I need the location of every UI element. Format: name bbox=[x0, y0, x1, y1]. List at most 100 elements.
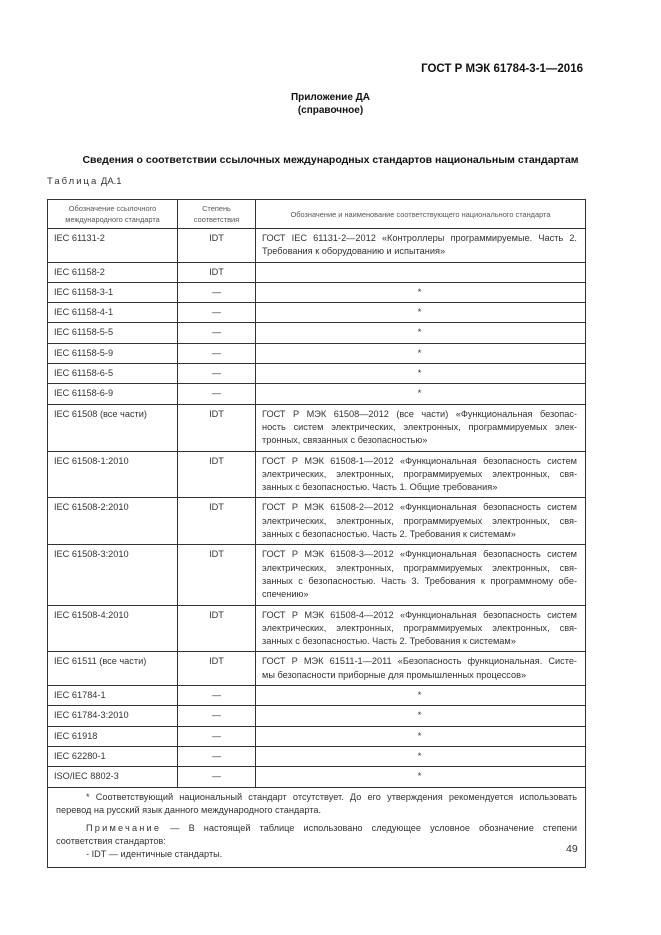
national-standard-line: занных с безопасностью. Часть 1. Общие т… bbox=[262, 482, 498, 493]
national-standard-cell: * bbox=[255, 725, 586, 747]
header-line: Обозначение и наименование соответствующ… bbox=[290, 209, 551, 219]
national-standard-cell bbox=[255, 261, 586, 283]
degree-cell: IDT bbox=[177, 403, 256, 452]
table-body: IEC 61131-2 IDT ГОСТ IEC 61131-2—2012 «Кон… bbox=[47, 228, 586, 788]
national-standard-cell: ГОСТ Р МЭК 61508-3—2012 «Функциональная … bbox=[255, 544, 586, 606]
absent-marker: * bbox=[417, 347, 422, 358]
national-standard-cell: ГОСТ IEC 61131-2—2012 «Контроллеры прогр… bbox=[255, 228, 586, 263]
table-row: IEC 61511 (все части) IDT ГОСТ Р МЭК 61511… bbox=[47, 651, 586, 687]
national-standard-cell: * bbox=[255, 745, 586, 768]
reference-cell: IEC 61508 (все части) bbox=[47, 403, 178, 452]
reference-cell: IEC 61158-6-9 bbox=[47, 383, 178, 405]
reference-cell: IEC 61784-1 bbox=[47, 685, 178, 707]
reference-cell: IEC 61508-4:2010 bbox=[47, 604, 178, 653]
header-line: соответствия bbox=[193, 215, 240, 224]
degree-cell: — bbox=[177, 342, 256, 365]
table-row: IEC 61158-2 IDT bbox=[47, 261, 586, 283]
degree-cell: — bbox=[177, 705, 256, 727]
table-row: IEC 61158-6-9— * bbox=[47, 383, 586, 405]
document-code: ГОСТ Р МЭК 61784-3-1—2016 bbox=[421, 63, 583, 75]
table-row: IEC 61508 (все части) IDT ГОСТ Р МЭК 61508… bbox=[47, 403, 586, 452]
national-standard-cell: * bbox=[255, 281, 586, 304]
table-row: IEC 61784-3:2010— * bbox=[47, 705, 586, 727]
reference-cell: IEC 61511 (все части) bbox=[47, 651, 178, 687]
table-row: IEC 62280-1— * bbox=[47, 745, 586, 768]
footnote: * Соответствующий национальный стандарт … bbox=[56, 791, 577, 815]
degree-cell: — bbox=[177, 302, 256, 324]
national-standard-cell: ГОСТ Р МЭК 61511-1—2011 «Безопасность фу… bbox=[255, 651, 586, 687]
absent-marker: * bbox=[417, 307, 422, 318]
table-label: Таблица ДА.1 bbox=[47, 176, 122, 187]
table-row: IEC 61508-1:2010 IDT ГОСТ Р МЭК 61508-1—20… bbox=[47, 450, 586, 499]
national-standard-cell: ГОСТ Р МЭК 61508-2—2012 «Функциональная … bbox=[255, 497, 586, 546]
table-row: IEC 61131-2 IDT ГОСТ IEC 61131-2—2012 «Кон… bbox=[47, 228, 586, 263]
absent-marker: * bbox=[417, 710, 422, 721]
national-standard-cell: ГОСТ Р МЭК 61508—2012 (все части) «Функц… bbox=[255, 403, 586, 452]
degree-cell: — bbox=[177, 322, 256, 344]
degree-cell: IDT bbox=[177, 651, 256, 687]
annex-title: Приложение ДА bbox=[290, 92, 371, 103]
national-standard-line: электрических, электронных, программируе… bbox=[262, 515, 577, 526]
absent-marker: * bbox=[417, 286, 422, 297]
national-standard-cell: * bbox=[255, 302, 586, 324]
note: Примечание — В настоящей таблице использ… bbox=[56, 822, 577, 848]
national-standard-cell: * bbox=[255, 685, 586, 707]
header-line: Степень bbox=[202, 204, 231, 213]
national-standard-line: мы безопасности приборные для промышленн… bbox=[262, 669, 527, 680]
table-row: IEC 61508-4:2010 IDT ГОСТ Р МЭК 61508-4—20… bbox=[47, 604, 586, 653]
degree-cell: — bbox=[177, 363, 256, 385]
table-notes: * Соответствующий национальный стандарт … bbox=[47, 786, 586, 868]
degree-cell: — bbox=[177, 766, 256, 788]
national-standard-cell: * bbox=[255, 363, 586, 385]
table-row: IEC 61158-4-1— * bbox=[47, 302, 586, 324]
degree-cell: — bbox=[177, 745, 256, 768]
table-row: ISO/IEC 8802-3— * bbox=[47, 766, 586, 788]
table-footer-row: * Соответствующий национальный стандарт … bbox=[47, 786, 586, 868]
standards-table: Обозначение ссылочного международного ст… bbox=[47, 199, 586, 868]
reference-cell: IEC 61158-2 bbox=[47, 261, 178, 283]
table-row: IEC 61158-5-9— * bbox=[47, 342, 586, 365]
national-standard-cell: * bbox=[255, 383, 586, 405]
national-standard-line: ГОСТ Р МЭК 61508-1—2012 «Функциональная … bbox=[262, 455, 577, 466]
national-standard-line: занных с безопасностью. Часть 3. Требова… bbox=[262, 575, 577, 586]
national-standard-line: ГОСТ Р МЭК 61508-4—2012 «Функциональная … bbox=[262, 609, 577, 620]
national-standard-line: ГОСТ IEC 61131-2—2012 «Контроллеры прогр… bbox=[262, 233, 577, 243]
table-row: IEC 61508-2:2010 IDT ГОСТ Р МЭК 61508-2—20… bbox=[47, 497, 586, 546]
national-standard-line: тронных, связанных с безопасностью» bbox=[262, 435, 428, 446]
reference-cell: IEC 61158-6-5 bbox=[47, 363, 178, 385]
absent-marker: * bbox=[417, 771, 422, 782]
table-row: IEC 61508-3:2010 IDT ГОСТ Р МЭК 61508-3—20… bbox=[47, 544, 586, 606]
absent-marker: * bbox=[417, 368, 422, 379]
degree-cell: IDT bbox=[177, 228, 256, 263]
national-standard-line: ГОСТ Р МЭК 61508—2012 (все части) «Функц… bbox=[262, 408, 577, 419]
page-number: 49 bbox=[566, 843, 578, 855]
national-standard-line: Требования к оборудованию и испытания» bbox=[262, 246, 446, 257]
header-line: Обозначение ссылочного bbox=[68, 204, 157, 213]
section-heading: Сведения о соответствии ссылочных междун… bbox=[82, 154, 579, 166]
table-row: IEC 61158-6-5— * bbox=[47, 363, 586, 385]
reference-cell: IEC 61131-2 bbox=[47, 228, 178, 263]
table-row: IEC 61158-3-1— * bbox=[47, 281, 586, 304]
degree-cell: IDT bbox=[177, 450, 256, 499]
national-standard-cell: * bbox=[255, 322, 586, 344]
degree-cell: IDT bbox=[177, 544, 256, 606]
table-label-number: ДА.1 bbox=[100, 176, 122, 187]
absent-marker: * bbox=[417, 690, 422, 701]
national-standard-line: электрических, электронных, программируе… bbox=[262, 468, 577, 479]
degree-cell: IDT bbox=[177, 497, 256, 546]
column-header-degree: Степень соответствия bbox=[177, 199, 256, 229]
national-standard-line: ГОСТ Р МЭК 61511-1—2011 «Безопасность фу… bbox=[262, 656, 577, 667]
national-standard-line: занных с безопасностью. Часть 2. Требова… bbox=[262, 636, 516, 647]
column-header-national: Обозначение и наименование соответствующ… bbox=[255, 199, 586, 229]
absent-marker: * bbox=[417, 388, 422, 399]
reference-cell: IEC 61508-1:2010 bbox=[47, 450, 178, 499]
column-header-reference: Обозначение ссылочного международного ст… bbox=[47, 199, 178, 229]
reference-cell: IEC 61158-5-9 bbox=[47, 342, 178, 365]
reference-cell: IEC 61508-3:2010 bbox=[47, 544, 178, 606]
table-row: IEC 61158-5-5— * bbox=[47, 322, 586, 344]
table-row: IEC 61784-1— * bbox=[47, 685, 586, 707]
absent-marker: * bbox=[417, 327, 422, 338]
national-standard-line: электрических, электронных, программируе… bbox=[262, 622, 577, 633]
reference-cell: IEC 61158-4-1 bbox=[47, 302, 178, 324]
header-line: международного стандарта bbox=[65, 215, 160, 224]
